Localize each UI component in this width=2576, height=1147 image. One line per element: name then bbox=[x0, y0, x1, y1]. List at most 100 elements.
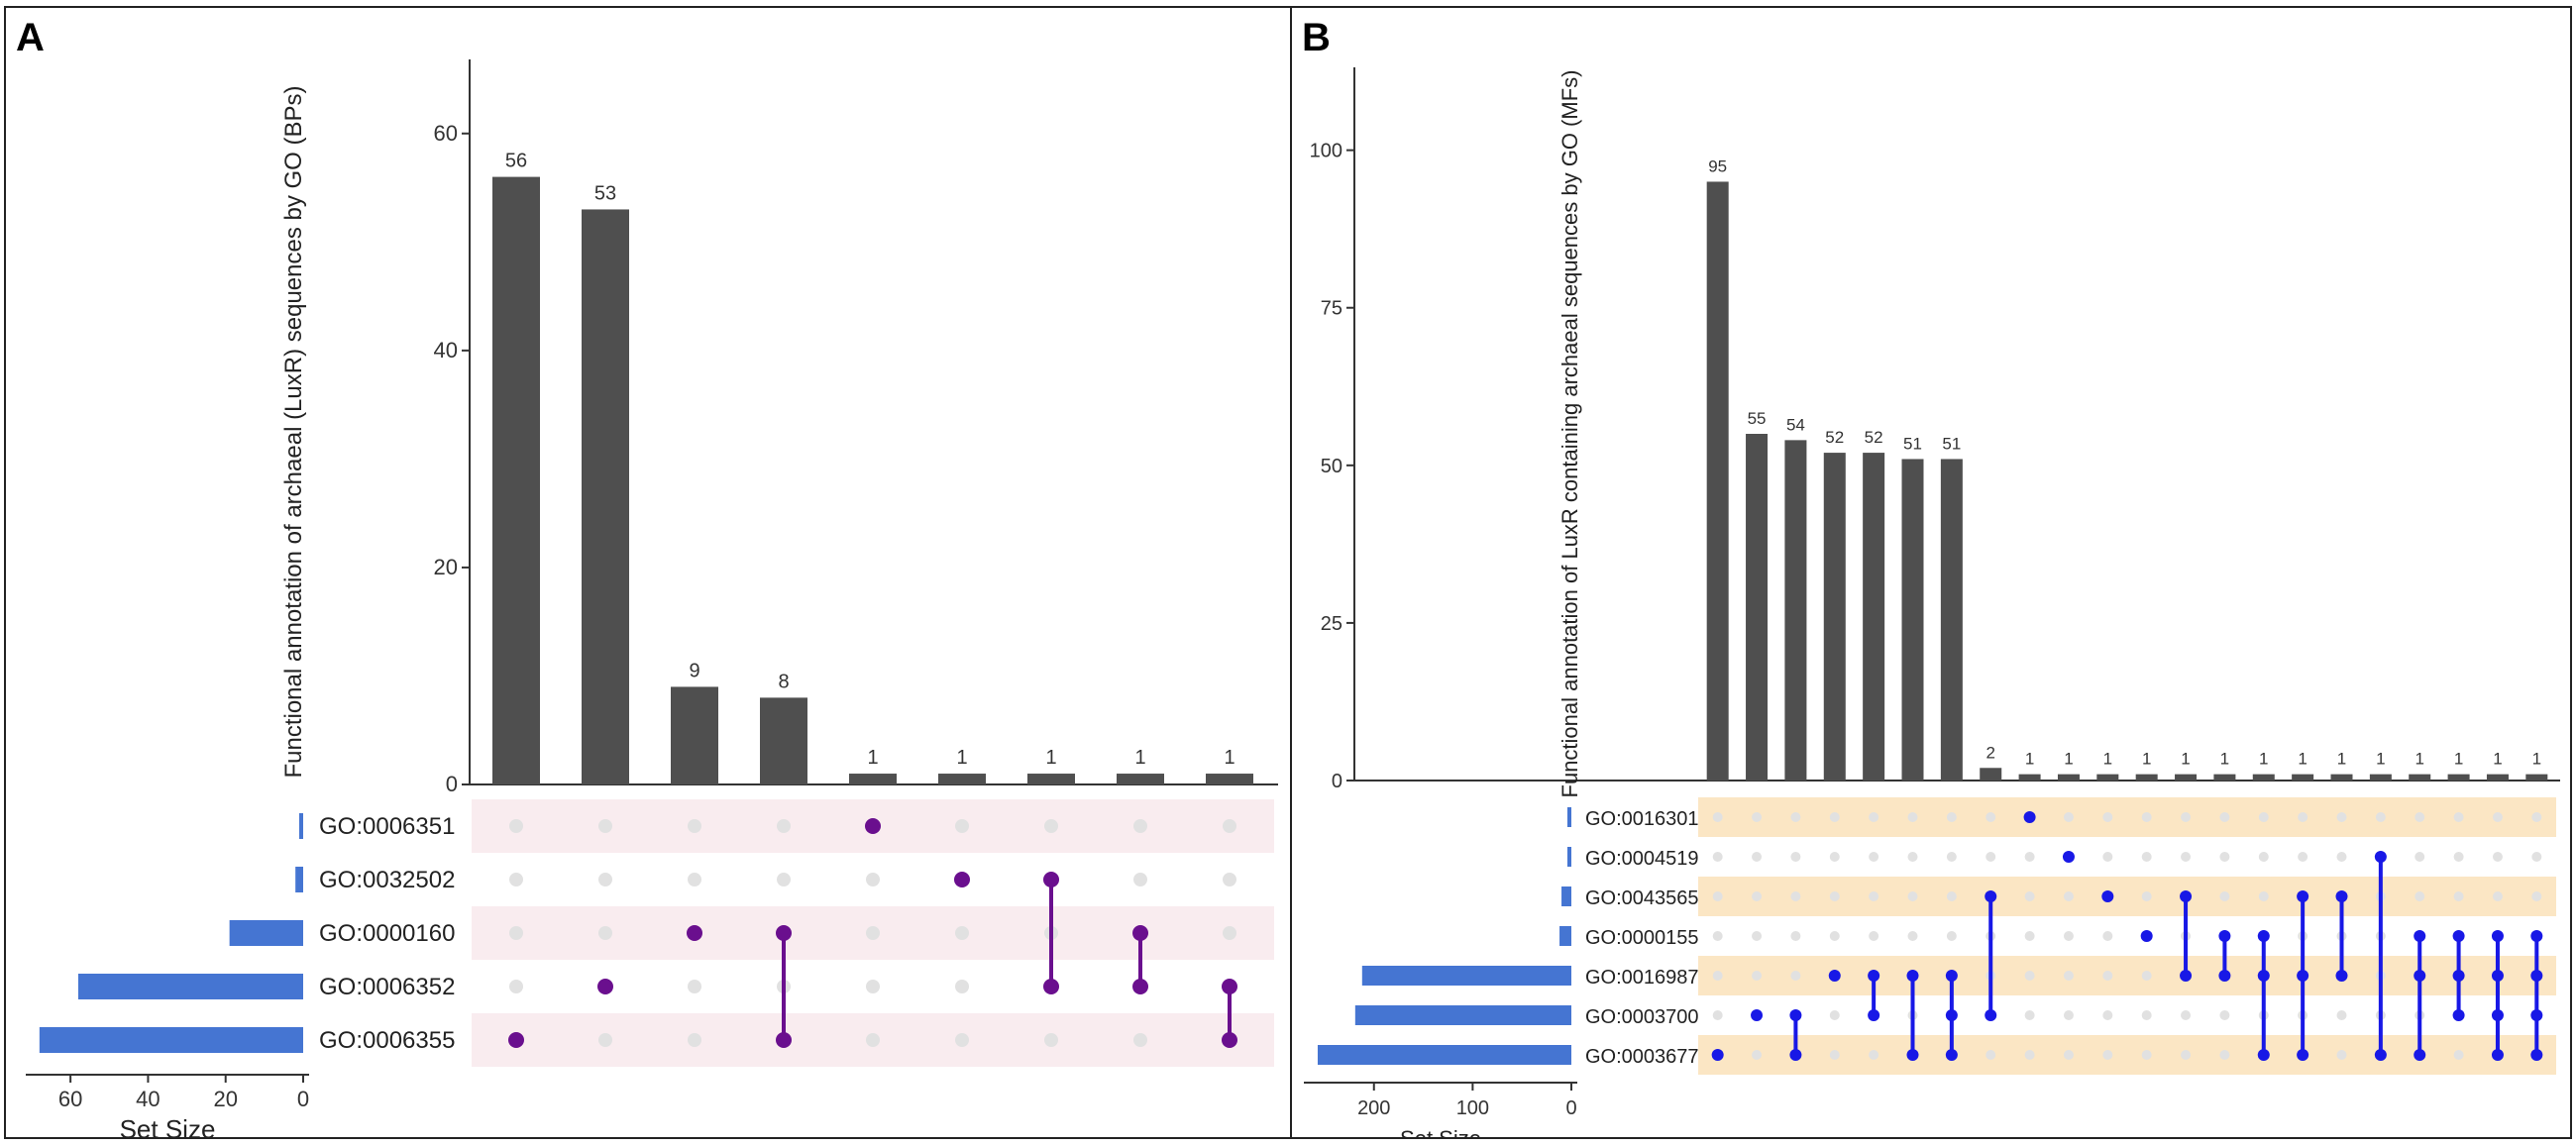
panel-a-matrix-dot-active bbox=[1132, 979, 1148, 994]
panel-b-matrix-dot-active bbox=[2414, 1049, 2426, 1061]
panel-b-matrix-dot-empty bbox=[2024, 891, 2035, 901]
panel-b-matrix-dot-empty bbox=[2063, 891, 2074, 901]
panel-a-intersection-bar bbox=[492, 176, 540, 785]
panel-a-matrix-dot-empty bbox=[955, 926, 969, 940]
panel-b-matrix-dot-active bbox=[2530, 970, 2543, 982]
panel-a-set-size-tick-label: 60 bbox=[58, 1087, 82, 1111]
panel-b-matrix-dot-active bbox=[1945, 1049, 1958, 1061]
panel-b-matrix-dot-empty bbox=[1712, 931, 1723, 941]
panel-b-matrix-dot-empty bbox=[2298, 852, 2308, 862]
panel-b-matrix-dot-active bbox=[2023, 811, 2036, 823]
panel-b-matrix-dot-empty bbox=[1869, 852, 1879, 862]
panel-b-matrix-dot-empty bbox=[1752, 971, 1763, 981]
panel-b-matrix-stripe bbox=[1698, 956, 2556, 995]
panel-a-intersection-bar bbox=[849, 774, 897, 784]
panel-b-intersection-bar bbox=[2369, 774, 2392, 781]
panel-b-matrix-dot-empty bbox=[2063, 812, 2074, 822]
panel-b-matrix-dot-empty bbox=[2336, 1050, 2347, 1060]
panel-b-bar-value-label: 55 bbox=[1748, 409, 1767, 428]
panel-a-matrix-dot-active bbox=[1043, 872, 1059, 887]
panel-b-matrix-dot-active bbox=[2257, 1049, 2270, 1061]
panel-a-matrix-dot-active bbox=[776, 925, 792, 941]
panel-b-matrix-stripe bbox=[1698, 797, 2556, 837]
panel-b-intersection-bar bbox=[2135, 774, 2158, 781]
panel-b-matrix-dot-empty bbox=[2102, 852, 2113, 862]
panel-a-bar-value-label: 53 bbox=[594, 182, 616, 204]
panel-a-matrix-dot-empty bbox=[955, 1033, 969, 1047]
panel-b-matrix-dot-empty bbox=[2492, 812, 2503, 822]
panel-b-set-name-label: GO:0000155 bbox=[1585, 927, 1699, 949]
panel-b-matrix-dot-empty bbox=[1946, 852, 1957, 862]
panel-b-matrix-stripe bbox=[1698, 1035, 2556, 1075]
panel-a-intersection-bar bbox=[1027, 774, 1075, 784]
panel-b-matrix-dot-empty bbox=[2024, 1010, 2035, 1020]
panel-a-matrix-dot-empty bbox=[598, 873, 612, 886]
panel-b-bar-value-label: 1 bbox=[2493, 750, 2502, 769]
panel-b-matrix-dot-active bbox=[1985, 890, 1997, 902]
panel-b-matrix-dot-empty bbox=[2141, 1050, 2152, 1060]
panel-b-intersection-bar bbox=[1784, 440, 1807, 781]
panel-a-matrix-dot-empty bbox=[688, 873, 701, 886]
panel-b-intersection-bar bbox=[2252, 774, 2275, 781]
panel-b-matrix-dot-active bbox=[2062, 851, 2075, 863]
panel-a-y-tick-label: 60 bbox=[434, 121, 458, 146]
panel-b-matrix-dot-empty bbox=[1869, 812, 1879, 822]
panel-b-matrix-dot-empty bbox=[1712, 812, 1723, 822]
panel-a-set-name-label: GO:0006352 bbox=[319, 974, 455, 1000]
panel-a-y-tick-label: 40 bbox=[434, 338, 458, 363]
panel-b-set-size-tick-label: 100 bbox=[1456, 1097, 1489, 1119]
panel-b-matrix-dot-active bbox=[1906, 1049, 1919, 1061]
panel-a-matrix-dot-active bbox=[1043, 979, 1059, 994]
panel-b-matrix-dot-empty bbox=[1752, 891, 1763, 901]
panel-a-intersection-bar bbox=[1206, 774, 1253, 784]
panel-b-intersection-bar bbox=[1823, 453, 1846, 781]
panel-b-matrix-dot-empty bbox=[2453, 891, 2464, 901]
panel-a-matrix-dot-active bbox=[687, 925, 702, 941]
panel-b-bar-value-label: 1 bbox=[2454, 750, 2463, 769]
panel-b-set-size-bar bbox=[1361, 966, 1571, 986]
panel-a-matrix-dot-empty bbox=[509, 873, 523, 886]
panel-b-matrix-dot-active bbox=[2180, 890, 2193, 902]
panel-b-intersection-bar bbox=[2175, 774, 2198, 781]
panel-b-set-name-label: GO:0016987 bbox=[1585, 967, 1699, 989]
panel-b-matrix-dot-empty bbox=[1986, 1050, 1996, 1060]
panel-a-y-tick-label: 0 bbox=[446, 772, 458, 796]
panel-a-intersection-bar bbox=[582, 209, 629, 784]
panel-a-matrix-dot-empty bbox=[955, 980, 969, 993]
panel-b-matrix-dot-empty bbox=[2141, 812, 2152, 822]
panel-b-matrix-dot-empty bbox=[1829, 1050, 1840, 1060]
panel-b-matrix-dot-empty bbox=[1790, 812, 1801, 822]
panel-a-matrix-dot-empty bbox=[866, 873, 880, 886]
panel-a-matrix-dot-empty bbox=[866, 1033, 880, 1047]
panel-b-matrix-dot-empty bbox=[1986, 852, 1996, 862]
panel-b-matrix-dot-active bbox=[2452, 970, 2465, 982]
panel-a-matrix-dot-empty bbox=[598, 1033, 612, 1047]
panel-b-matrix-dot-empty bbox=[2453, 852, 2464, 862]
panel-b-matrix-dot-empty bbox=[1790, 931, 1801, 941]
panel-b-matrix-dot-empty bbox=[2415, 852, 2425, 862]
panel-b-matrix-dot-empty bbox=[1790, 852, 1801, 862]
panel-b-matrix-dot-active bbox=[2297, 970, 2309, 982]
panel-b-matrix-dot-active bbox=[2101, 890, 2114, 902]
panel-a-y-tick-label: 20 bbox=[434, 555, 458, 579]
panel-b-matrix-dot-empty bbox=[1907, 852, 1918, 862]
panel-b-y-axis-title: Functional annotation of LuxR containing… bbox=[1557, 70, 1582, 798]
panel-b-y-tick-label: 75 bbox=[1321, 298, 1342, 320]
panel-a-matrix-dot-empty bbox=[1044, 1033, 1058, 1047]
panel-a-intersection-bar bbox=[671, 686, 718, 784]
panel-b-bar-value-label: 1 bbox=[2142, 750, 2151, 769]
panel-a: A 0 20 40 60 Functional annotation of archae… bbox=[4, 6, 1292, 1139]
panel-a-matrix-dot-empty bbox=[509, 819, 523, 833]
panel-a-set-size-title: Set Size bbox=[120, 1114, 216, 1137]
panel-b-intersection-bar bbox=[1746, 434, 1769, 781]
panel-b-matrix-dot-empty bbox=[1986, 812, 1996, 822]
panel-a-matrix-dot-empty bbox=[688, 819, 701, 833]
panel-b-matrix-dot-active bbox=[2491, 930, 2504, 942]
panel-b-set-size-bar bbox=[1567, 847, 1571, 867]
panel-b-matrix-dot-active bbox=[2140, 930, 2153, 942]
panel-b-matrix-dot-empty bbox=[2336, 812, 2347, 822]
panel-b-matrix-dot-active bbox=[2180, 970, 2193, 982]
panel-b-matrix-dot-empty bbox=[2219, 812, 2230, 822]
panel-b-bar-value-label: 51 bbox=[1903, 434, 1922, 453]
panel-a-set-name-label: GO:0006355 bbox=[319, 1027, 455, 1054]
